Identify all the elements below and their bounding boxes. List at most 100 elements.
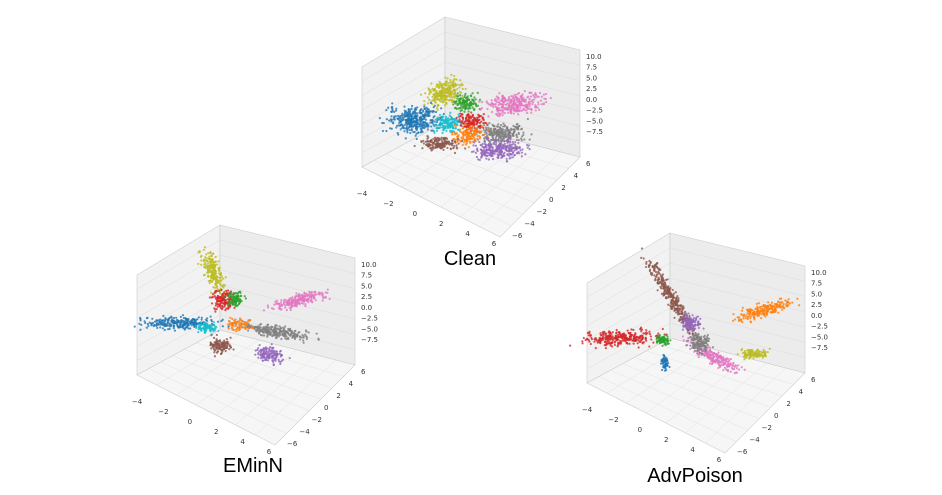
scatter-point: [287, 301, 290, 304]
scatter-point: [231, 325, 234, 328]
scatter-point: [247, 319, 250, 322]
scatter-point: [227, 303, 231, 306]
scatter-point: [445, 143, 448, 146]
z-tick-label: −7.5: [586, 128, 603, 136]
scatter-point: [452, 82, 455, 86]
scatter-point: [687, 312, 690, 315]
scatter-point: [530, 91, 533, 95]
scatter-point: [299, 294, 302, 297]
scatter-point: [217, 267, 220, 270]
scatter-point: [456, 97, 459, 100]
scatter-point: [414, 111, 417, 115]
scatter-point: [454, 84, 457, 87]
scatter-point: [499, 99, 502, 102]
scatter-point: [515, 134, 518, 137]
scatter-point: [691, 324, 695, 327]
scatter-point: [277, 333, 280, 337]
scatter-point: [462, 122, 465, 125]
scatter-point: [626, 329, 629, 332]
scatter-point: [497, 103, 500, 107]
scatter-point: [211, 252, 214, 256]
scatter-point: [529, 95, 533, 98]
scatter-point: [530, 108, 533, 111]
scatter-point: [307, 294, 310, 297]
scatter-point: [423, 113, 427, 116]
scatter-point: [735, 364, 738, 367]
scatter-point: [622, 339, 626, 342]
scatter-point: [133, 325, 136, 328]
scatter-point: [472, 144, 475, 147]
scatter-point: [611, 341, 614, 344]
scatter-point: [388, 119, 391, 122]
scatter-point: [480, 125, 484, 128]
scatter-point: [485, 151, 488, 154]
scatter-point: [431, 143, 434, 147]
scatter-point: [424, 122, 427, 125]
scatter-point: [498, 109, 501, 112]
scatter-point: [437, 104, 440, 107]
scatter-point: [302, 339, 305, 342]
scatter-point: [217, 344, 220, 347]
scatter-point: [503, 154, 506, 158]
scatter-point: [227, 289, 230, 292]
pane-grid: [685, 362, 767, 434]
scatter-point: [471, 123, 474, 126]
scatter-point: [721, 361, 725, 364]
scatter-point: [666, 291, 669, 295]
scatter-point: [523, 138, 526, 141]
scatter-point: [259, 353, 262, 356]
scatter-point: [516, 136, 519, 139]
scatter-point: [229, 336, 232, 339]
scatter-point: [602, 331, 605, 334]
scatter-point: [525, 143, 529, 147]
scatter-point: [710, 350, 713, 354]
pane-grid: [440, 141, 523, 208]
scatter-point: [433, 95, 437, 98]
scatter-point: [471, 106, 474, 109]
scatter-point: [676, 311, 680, 314]
scatter-point: [275, 299, 279, 302]
scatter-point: [434, 101, 437, 104]
scatter-point: [454, 102, 457, 105]
scatter-point: [269, 332, 272, 336]
scatter-point: [415, 128, 418, 132]
scatter-point: [257, 353, 260, 356]
scatter-point: [480, 151, 483, 155]
scatter-point: [152, 324, 155, 328]
scatter-point: [519, 95, 522, 98]
scatter-point: [449, 111, 452, 114]
scatter-point: [544, 97, 547, 101]
scatter-point: [461, 84, 464, 87]
scatter-point: [484, 129, 488, 132]
scatter-point: [649, 271, 652, 274]
scatter-point: [449, 79, 452, 82]
scatter-point: [457, 103, 460, 106]
scatter-point: [664, 334, 667, 337]
scatter-point: [444, 125, 447, 129]
scatter-point: [453, 144, 456, 147]
scatter-point: [430, 91, 433, 94]
scatter-point: [415, 137, 418, 141]
scatter-point: [503, 96, 506, 99]
scatter-point: [410, 115, 413, 118]
scatter-point: [293, 296, 296, 300]
scatter-point: [476, 91, 479, 94]
pane-grid: [586, 247, 806, 298]
scatter-point: [285, 308, 288, 312]
scatter-point: [427, 108, 430, 111]
pane-grid: [586, 262, 806, 312]
scatter-point: [663, 337, 666, 340]
scatter-point: [211, 279, 215, 282]
scatter-point: [181, 314, 185, 317]
scatter-point: [454, 138, 458, 141]
scatter-point: [494, 143, 498, 146]
scatter-point: [214, 289, 217, 292]
scatter-point: [686, 331, 689, 334]
z-tick-label: −2.5: [361, 315, 378, 323]
scatter-point: [435, 89, 438, 92]
scatter-point: [448, 87, 452, 90]
scatter-point: [220, 288, 223, 292]
scatter-point: [672, 292, 675, 295]
scatter-point: [460, 136, 463, 139]
scatter-point: [496, 114, 499, 117]
